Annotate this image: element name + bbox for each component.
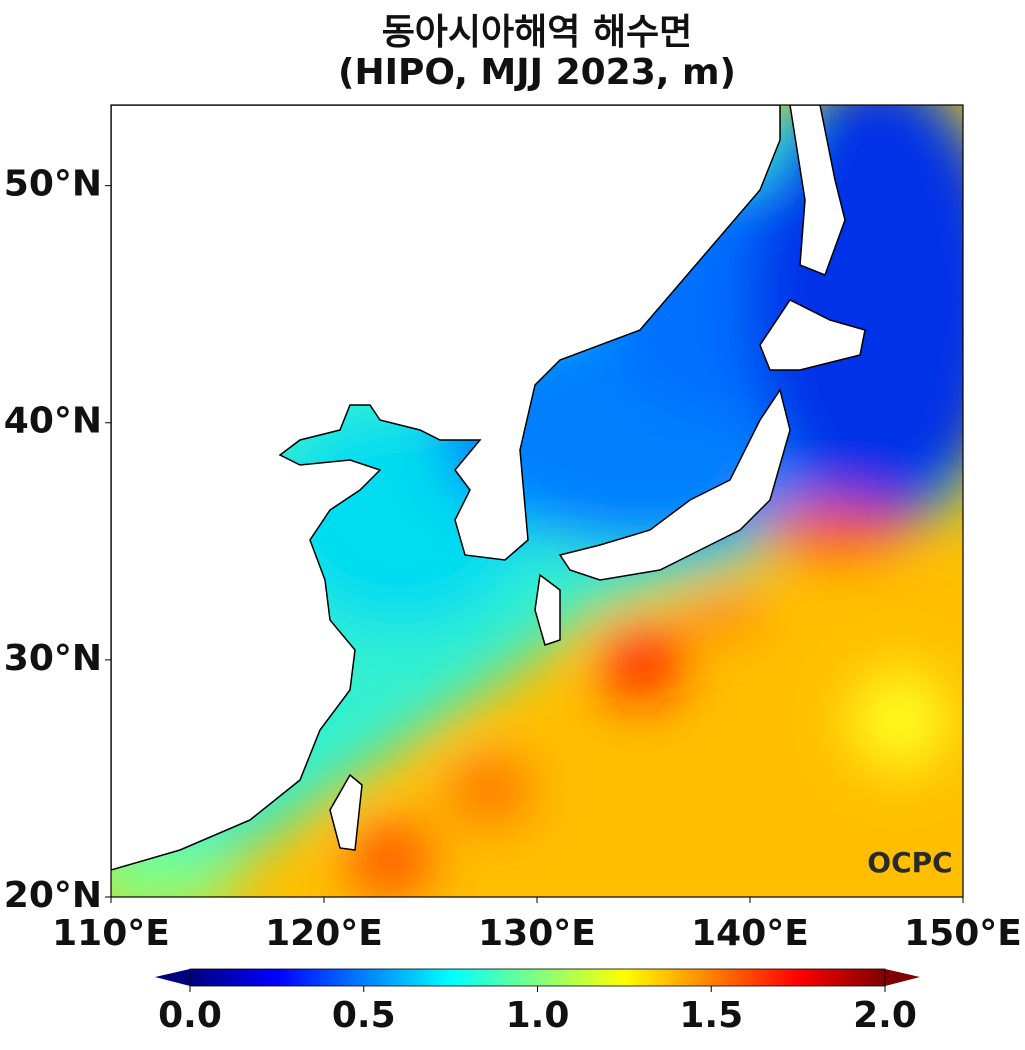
land	[111, 105, 866, 871]
colorbar	[155, 968, 920, 987]
x-tick-label: 110°E	[52, 913, 170, 954]
y-tick-label: 20°N	[4, 875, 102, 916]
colorbar-extend-high	[885, 969, 920, 986]
colorbar-tick-label: 2.0	[853, 995, 917, 1036]
x-tick-label: 130°E	[478, 913, 596, 954]
colorbar-gradient	[189, 968, 886, 987]
y-tick-label: 30°N	[4, 638, 102, 679]
x-tick-label: 140°E	[691, 913, 809, 954]
x-tick-label: 150°E	[904, 913, 1022, 954]
title: 동아시아해역 해수면	[382, 12, 693, 53]
colorbar-tick-label: 1.0	[506, 995, 570, 1036]
colorbar-tick-label: 0.5	[332, 995, 396, 1036]
x-tick-label: 120°E	[265, 913, 383, 954]
y-tick-label: 40°N	[4, 401, 102, 442]
subtitle: (HIPO, MJJ 2023, m)	[338, 52, 736, 93]
sea-level-field	[111, 105, 963, 897]
y-tick-label: 50°N	[4, 164, 102, 205]
colorbar-tick-label: 0.0	[158, 995, 222, 1036]
colorbar-extend-low	[155, 969, 190, 986]
colorbar-tick-label: 1.5	[679, 995, 743, 1036]
watermark: OCPC	[867, 846, 952, 879]
